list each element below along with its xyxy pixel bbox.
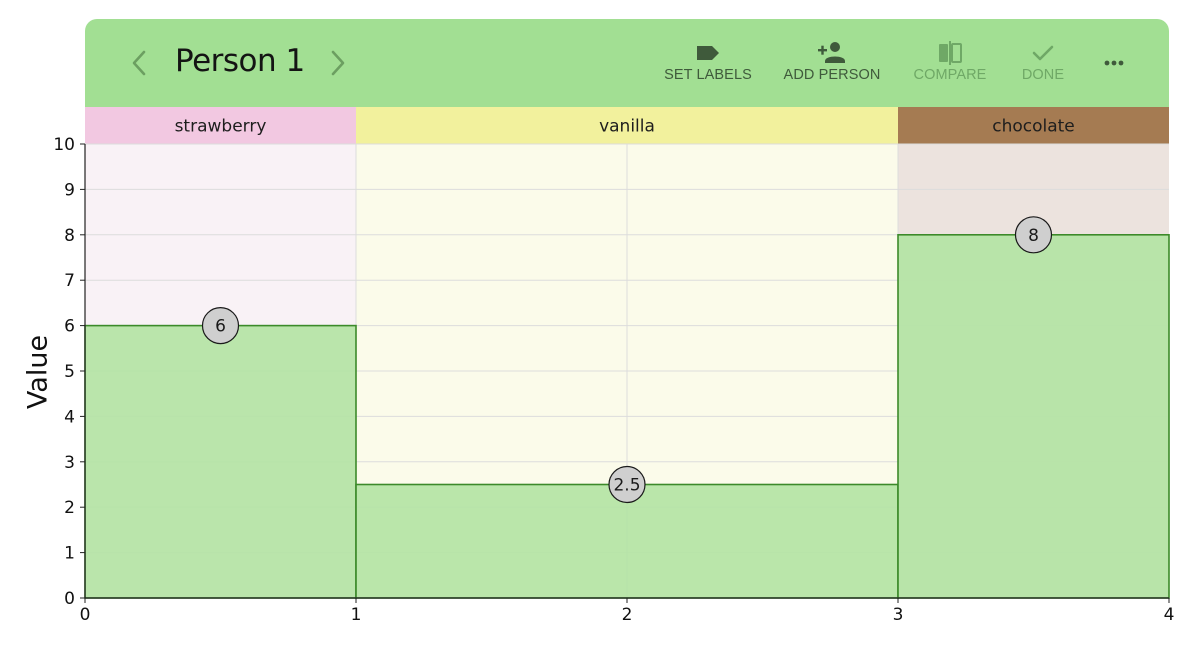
compare-button[interactable]: COMPARE	[910, 39, 990, 91]
y-axis-title: Value	[22, 334, 54, 410]
y-tick-label: 0	[64, 589, 75, 609]
y-tick-label: 9	[64, 180, 75, 200]
value-label: 2.5	[613, 476, 640, 496]
category-header-vanilla[interactable]	[356, 107, 898, 144]
person-title: Person 1	[175, 43, 305, 79]
check-icon	[1032, 45, 1054, 61]
set-labels-label: SET LABELS	[664, 67, 752, 83]
category-label: strawberry	[175, 117, 267, 137]
y-tick-label: 3	[64, 453, 75, 473]
y-tick-label: 6	[64, 317, 75, 337]
y-tick-label: 5	[64, 362, 75, 382]
x-tick-label: 0	[80, 605, 91, 625]
y-tick-label: 7	[64, 271, 75, 291]
more-horizontal-icon	[1104, 60, 1124, 66]
y-tick-label: 1	[64, 544, 75, 564]
chevron-left-icon	[132, 50, 146, 76]
x-tick-label: 2	[622, 605, 633, 625]
compare-label: COMPARE	[913, 67, 987, 83]
y-tick-label: 8	[64, 226, 75, 246]
bar-chocolate[interactable]	[897, 234, 1170, 599]
category-header-chocolate[interactable]	[898, 107, 1169, 144]
set-labels-button[interactable]: SET LABELS	[658, 39, 758, 91]
add-person-button[interactable]: ADD PERSON	[781, 39, 883, 91]
value-label: 6	[215, 317, 226, 337]
value-handle-vanilla[interactable]	[608, 465, 646, 504]
toolbar: Person 1 SET LABELS ADD PERSON COMPARE	[85, 19, 1169, 107]
label-icon	[697, 46, 719, 60]
y-tick-label: 10	[53, 135, 75, 155]
category-label: vanilla	[599, 117, 655, 137]
y-tick-label: 4	[64, 407, 75, 427]
next-person-button[interactable]	[322, 45, 352, 81]
x-tick-label: 1	[351, 605, 362, 625]
x-tick-label: 3	[893, 605, 904, 625]
add-person-label: ADD PERSON	[783, 67, 881, 83]
add-person-icon	[818, 42, 845, 63]
y-tick-label: 2	[64, 498, 75, 518]
category-label: chocolate	[992, 117, 1075, 137]
done-button[interactable]: DONE	[1013, 39, 1073, 91]
value-handle-strawberry[interactable]	[201, 307, 240, 345]
bar-vanilla[interactable]	[355, 483, 899, 599]
done-label: DONE	[1021, 67, 1065, 83]
previous-person-button[interactable]	[125, 45, 155, 81]
x-tick-label: 4	[1164, 605, 1175, 625]
bar-strawberry[interactable]	[84, 324, 357, 599]
more-options-button[interactable]	[1100, 49, 1130, 77]
chevron-right-icon	[331, 50, 345, 76]
value-handle-chocolate[interactable]	[1014, 216, 1053, 254]
value-label: 8	[1028, 226, 1039, 246]
compare-icon	[939, 41, 962, 65]
category-header-strawberry[interactable]	[85, 107, 356, 144]
